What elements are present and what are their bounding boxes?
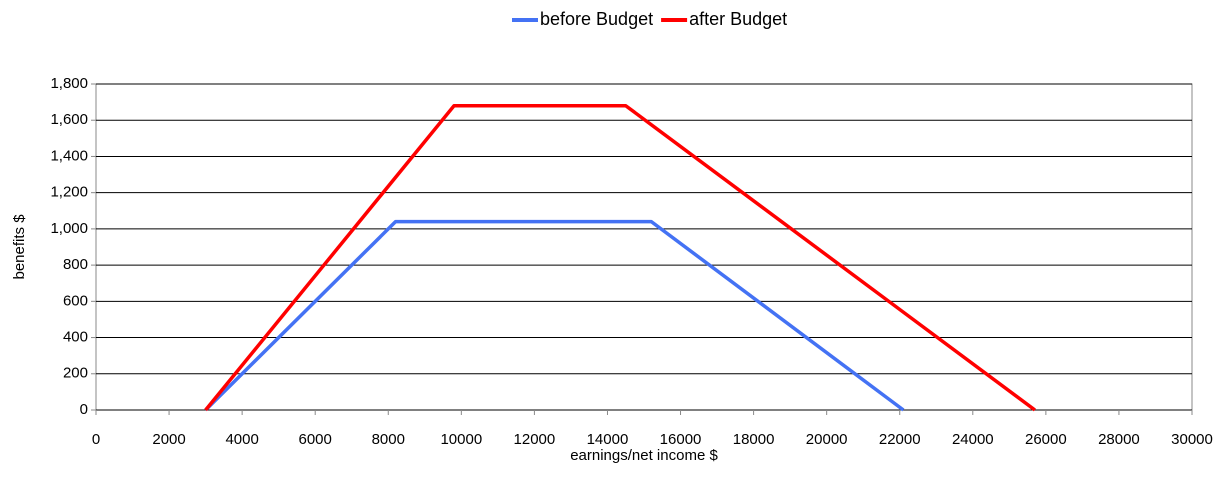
x-tick-label: 10000: [440, 431, 482, 448]
x-tick-label: 26000: [1025, 431, 1067, 448]
y-tick-label: 800: [63, 256, 88, 273]
x-tick-label: 6000: [299, 431, 332, 448]
y-tick-label: 400: [63, 329, 88, 346]
x-tick-label: 14000: [587, 431, 629, 448]
y-tick-label: 1,200: [50, 184, 88, 201]
legend-label: after Budget: [689, 9, 787, 29]
y-tick-label: 200: [63, 365, 88, 382]
plot-area: [95, 83, 1193, 411]
x-tick-label: 0: [92, 431, 100, 448]
y-tick-label: 1,600: [50, 111, 88, 128]
x-tick-label: 18000: [733, 431, 775, 448]
x-tick-label: 22000: [879, 431, 921, 448]
x-tick-label: 20000: [806, 431, 848, 448]
x-tick-label: 16000: [660, 431, 702, 448]
y-axis-label: benefits $: [11, 214, 28, 280]
x-tick-label: 8000: [372, 431, 405, 448]
y-tick-label: 1,400: [50, 147, 88, 164]
y-tick-label: 600: [63, 292, 88, 309]
x-tick-label: 24000: [952, 431, 994, 448]
series-line: [204, 219, 905, 412]
legend-label: before Budget: [540, 9, 653, 29]
x-tick-label: 28000: [1098, 431, 1140, 448]
y-tick-label: 1,800: [50, 75, 88, 92]
x-axis-label: earnings/net income $: [570, 447, 718, 464]
y-tick-label: 0: [80, 401, 88, 418]
x-tick-label: 4000: [225, 431, 258, 448]
x-tick-label: 12000: [514, 431, 556, 448]
x-tick-label: 30000: [1171, 431, 1213, 448]
x-tick-label: 2000: [152, 431, 185, 448]
series-line: [204, 103, 1036, 412]
y-tick-label: 1,000: [50, 220, 88, 237]
